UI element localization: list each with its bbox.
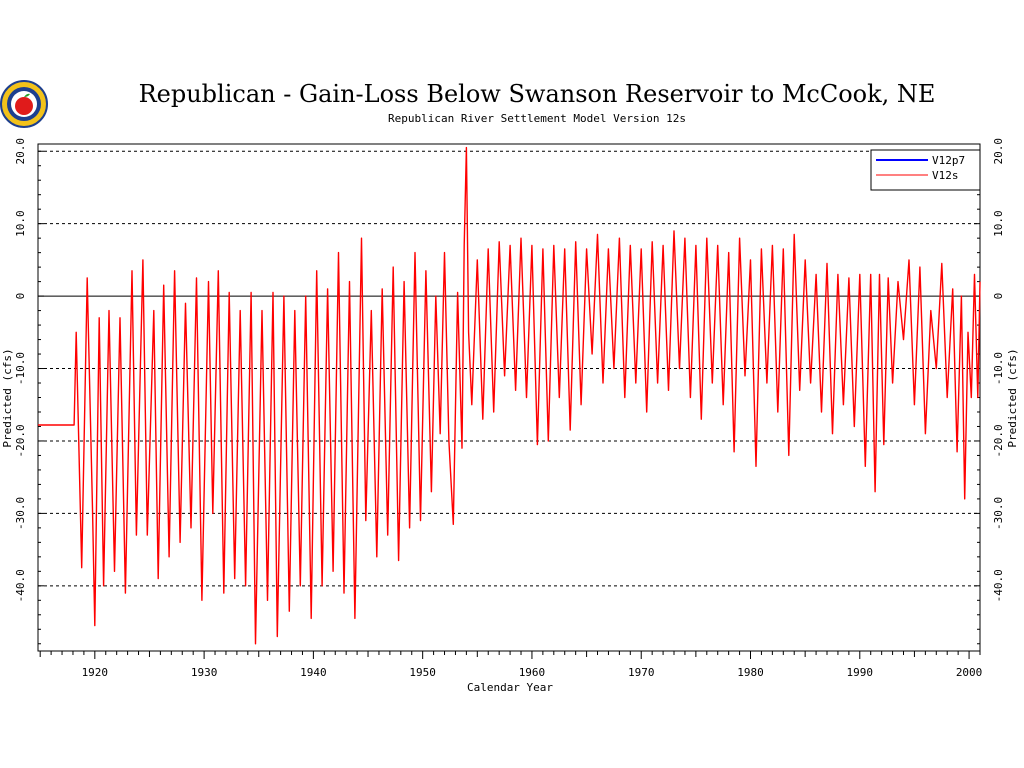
legend-box [870, 149, 981, 191]
x-tick-label: 1930 [191, 666, 218, 679]
y-tick-label-left: 10.0 [14, 210, 27, 237]
x-axis: 1920 1930 1940 1950 1960 1970 1980 1990 2000 [39, 651, 983, 679]
series-layer [38, 146, 981, 645]
y-tick-label-left: -40.0 [14, 569, 27, 602]
y-axis-label-right: Predicted (cfs) [1006, 348, 1019, 447]
y-tick-label-right: 20.0 [992, 138, 1005, 165]
y-tick-label-right: -30.0 [992, 497, 1005, 530]
y-axis-right: 20.0 10.0 0 -10.0 -20.0 -30.0 -40.0 [974, 138, 1005, 645]
x-axis-label: Calendar Year [467, 681, 553, 694]
y-tick-label-left: -10.0 [14, 352, 27, 385]
x-tick-label: 1920 [82, 666, 109, 679]
y-tick-label-right: 0 [992, 293, 1005, 300]
plot-frame [37, 143, 981, 652]
x-tick-label: 1950 [409, 666, 436, 679]
y-tick-label-left: -20.0 [14, 424, 27, 457]
legend-label-v12s: V12s [932, 169, 959, 182]
y-tick-label-left: -30.0 [14, 497, 27, 530]
chart-title: Republican - Gain-Loss Below Swanson Res… [139, 80, 936, 108]
legend: V12p7 V12s [870, 149, 981, 191]
x-tick-label: 1970 [628, 666, 655, 679]
chart-subtitle: Republican River Settlement Model Versio… [388, 112, 686, 125]
x-tick-label: 1940 [300, 666, 327, 679]
y-axis-left: 20.0 10.0 0 -10.0 -20.0 -30.0 -40.0 [14, 138, 44, 645]
series-line-v12s [38, 146, 981, 645]
x-tick-label: 2000 [956, 666, 983, 679]
logo [0, 80, 48, 128]
x-tick-label: 1960 [519, 666, 546, 679]
legend-label-v12p7: V12p7 [932, 154, 965, 167]
y-tick-label-right: -20.0 [992, 424, 1005, 457]
y-tick-label-right: -40.0 [992, 569, 1005, 602]
y-tick-label-right: 10.0 [992, 210, 1005, 237]
x-tick-label: 1990 [847, 666, 874, 679]
y-tick-label-left: 20.0 [14, 138, 27, 165]
y-tick-label-left: 0 [14, 293, 27, 300]
y-tick-label-right: -10.0 [992, 352, 1005, 385]
x-tick-label: 1980 [737, 666, 764, 679]
y-axis-label-left: Predicted (cfs) [1, 348, 14, 447]
